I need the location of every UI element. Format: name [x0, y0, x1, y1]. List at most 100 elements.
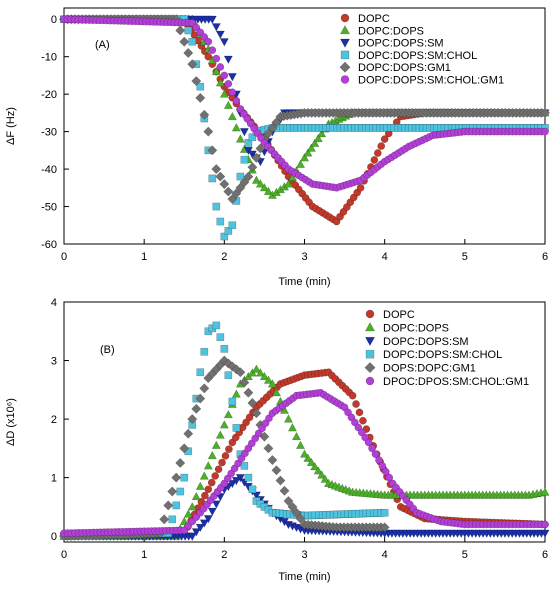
data-point [283, 179, 294, 188]
x-tick-label: 6 [542, 549, 548, 561]
data-point [351, 418, 359, 427]
data-point [195, 523, 205, 533]
data-point [200, 347, 209, 356]
legend-marker [339, 24, 351, 35]
data-point [196, 28, 205, 37]
data-point [287, 501, 298, 512]
data-point [216, 333, 225, 341]
data-point [356, 183, 365, 192]
data-point [227, 469, 236, 478]
legend-marker [340, 50, 350, 60]
data-point [232, 96, 241, 105]
data-point [541, 520, 549, 529]
data-point [168, 515, 177, 524]
y-axis-title: ΔD (x10⁶) [5, 398, 17, 446]
data-point [295, 159, 306, 168]
data-point [251, 491, 261, 501]
data-point [540, 487, 550, 496]
data-point [216, 63, 225, 71]
x-tick-label: 2 [221, 251, 227, 263]
data-point [251, 434, 260, 443]
data-point [251, 152, 262, 163]
data-point [203, 126, 214, 137]
data-point [179, 36, 190, 47]
data-point [380, 508, 389, 517]
data-point [223, 409, 233, 419]
data-point [227, 479, 237, 489]
data-point [199, 519, 209, 528]
data-point [208, 174, 217, 183]
data-point [271, 465, 282, 476]
data-point [267, 379, 277, 388]
data-point [263, 186, 273, 196]
legend-label: DOPC [358, 13, 390, 25]
data-point [247, 439, 256, 448]
panel-label: (A) [95, 39, 110, 51]
data-point [220, 344, 229, 353]
data-point [306, 143, 316, 152]
data-point [287, 172, 298, 181]
data-point [175, 457, 186, 469]
data-point [227, 194, 238, 205]
data-point [201, 491, 209, 500]
data-point [255, 368, 265, 377]
data-point [251, 175, 261, 184]
legend-label: DOPS:DOPC:GM1 [383, 363, 476, 375]
y-tick-label: -10 [41, 52, 57, 64]
data-point [371, 450, 380, 459]
x-axis-title: Time (min) [278, 276, 330, 288]
data-point [220, 479, 229, 488]
data-point [207, 145, 218, 156]
legend-marker [365, 349, 375, 359]
data-point [191, 76, 202, 87]
data-point [271, 117, 282, 128]
data-point [271, 387, 282, 397]
x-tick-label: 1 [141, 549, 147, 561]
data-point [228, 221, 237, 230]
data-point [261, 419, 270, 428]
x-tick-label: 1 [141, 251, 147, 263]
data-point [352, 400, 360, 408]
data-point [223, 186, 234, 197]
data-point [381, 467, 390, 476]
data-point [251, 408, 262, 419]
data-point [223, 55, 233, 65]
data-point [191, 491, 201, 501]
data-point [215, 171, 226, 182]
data-point [204, 485, 213, 494]
data-point [295, 440, 306, 449]
legend-marker [364, 322, 376, 332]
data-point [211, 23, 221, 32]
x-tick-label: 4 [382, 549, 388, 561]
data-point [239, 177, 250, 188]
data-point [385, 473, 394, 482]
data-point [228, 88, 237, 97]
data-point [223, 474, 232, 483]
data-point [258, 424, 266, 433]
data-point [240, 462, 249, 470]
data-point [344, 408, 352, 417]
data-point [203, 515, 213, 524]
data-point [541, 127, 549, 136]
data-point [263, 128, 274, 139]
data-point [254, 429, 263, 438]
data-point [187, 414, 198, 425]
data-point [313, 466, 323, 475]
data-point [230, 464, 239, 473]
data-point [195, 481, 205, 490]
legend-label: DOPC:DOPS [358, 25, 424, 37]
data-point [208, 46, 217, 54]
data-point [223, 358, 234, 369]
data-point [220, 71, 229, 80]
data-point [219, 179, 230, 190]
data-point [211, 500, 221, 509]
data-point [380, 135, 389, 143]
data-point [224, 80, 233, 88]
y-tick-label: 3 [51, 356, 57, 368]
legend-label: DOPC:DOPS:SM:CHOL [383, 349, 502, 361]
x-axis-title: Time (min) [278, 571, 330, 583]
x-tick-label: 3 [301, 251, 307, 263]
data-point [259, 182, 269, 192]
